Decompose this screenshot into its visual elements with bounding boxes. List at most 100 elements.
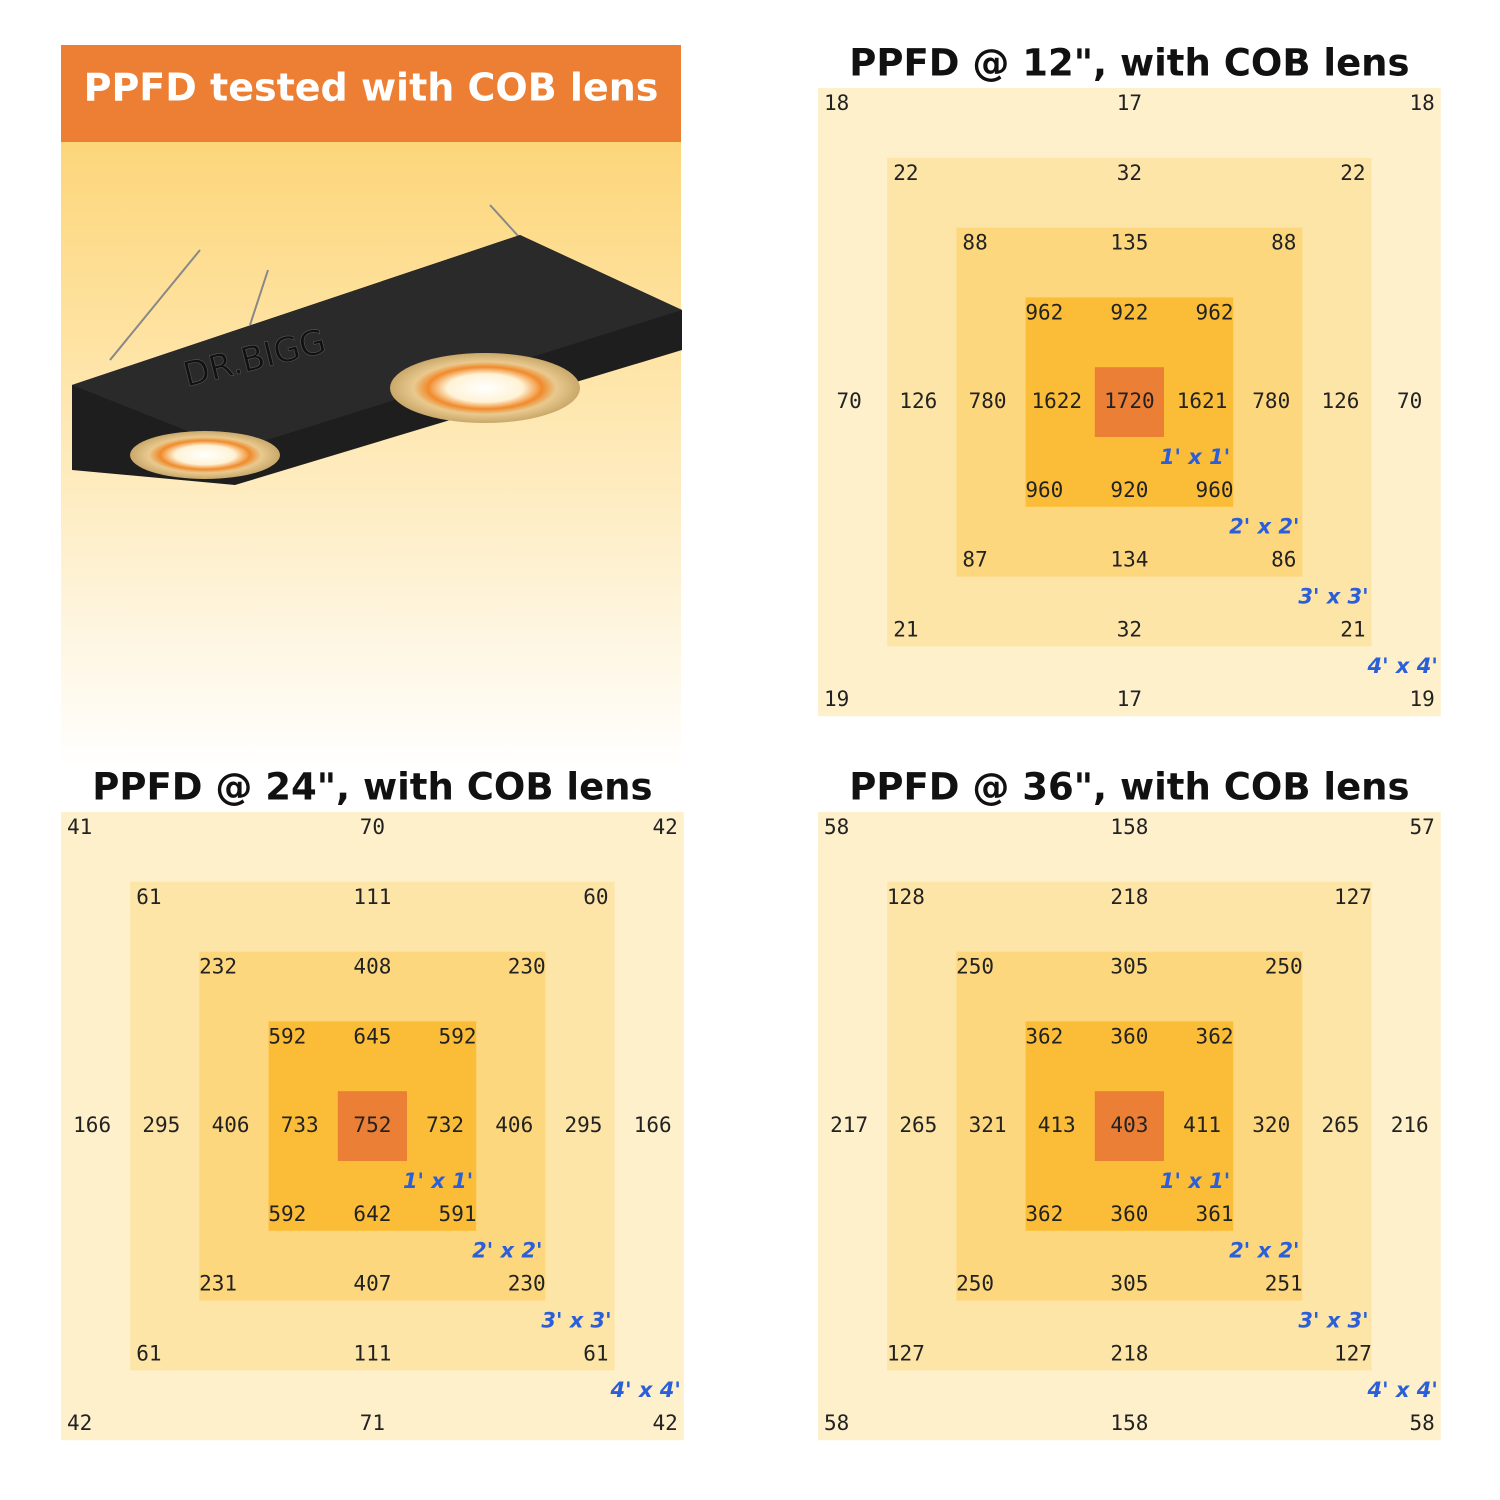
ppfd-value: 21 bbox=[893, 617, 918, 641]
ppfd-value: 71 bbox=[360, 1411, 385, 1435]
area-label: 2' x 2' bbox=[1229, 515, 1299, 539]
ppfd-value: 305 bbox=[1110, 1272, 1148, 1296]
ppfd-value: 158 bbox=[1110, 815, 1148, 839]
center-value: 403 bbox=[1110, 1113, 1148, 1137]
ppfd-value: 88 bbox=[1271, 231, 1296, 255]
ppfd-value: 58 bbox=[824, 815, 849, 839]
ppfd-value: 592 bbox=[268, 1024, 306, 1048]
ppfd-value: 406 bbox=[495, 1113, 533, 1137]
ppfd-value: 61 bbox=[136, 885, 161, 909]
ppfd-value: 127 bbox=[887, 1341, 925, 1365]
ppfd-value: 32 bbox=[1117, 617, 1142, 641]
ppfd-value: 216 bbox=[1391, 1113, 1429, 1137]
ppfd-value: 217 bbox=[830, 1113, 868, 1137]
ppfd-value: 19 bbox=[1409, 687, 1434, 711]
ppfd-value: 362 bbox=[1025, 1202, 1063, 1226]
area-label: 1' x 1' bbox=[403, 1169, 473, 1193]
center-value: 1720 bbox=[1104, 389, 1155, 413]
ppfd-value: 295 bbox=[564, 1113, 602, 1137]
ppfd-value: 265 bbox=[899, 1113, 937, 1137]
ppfd-value: 360 bbox=[1110, 1024, 1148, 1048]
ppfd-value: 360 bbox=[1110, 1202, 1148, 1226]
ppfd-value: 645 bbox=[353, 1024, 391, 1048]
ppfd-value: 127 bbox=[1334, 885, 1372, 909]
ppfd-value: 362 bbox=[1196, 1024, 1234, 1048]
ppfd-value: 922 bbox=[1110, 300, 1148, 324]
ppfd-value: 411 bbox=[1183, 1113, 1221, 1137]
ppfd-value: 407 bbox=[353, 1272, 391, 1296]
ppfd-value: 22 bbox=[893, 161, 918, 185]
product-panel: PPFD tested with COB lens DR.BIGG bbox=[61, 45, 682, 770]
ppfd-value: 406 bbox=[212, 1113, 250, 1137]
ppfd-value: 780 bbox=[1252, 389, 1290, 413]
banner-title: PPFD tested with COB lens bbox=[84, 66, 659, 110]
center-cell bbox=[1094, 1091, 1164, 1161]
ppfd-value: 320 bbox=[1252, 1113, 1290, 1137]
ppfd-value: 42 bbox=[652, 815, 677, 839]
area-label: 2' x 2' bbox=[472, 1239, 542, 1263]
grid-title: PPFD @ 36", with COB lens bbox=[849, 766, 1409, 809]
area-label: 4' x 4' bbox=[1367, 1378, 1438, 1402]
ppfd-value: 126 bbox=[899, 389, 937, 413]
ppfd-value: 250 bbox=[1265, 955, 1303, 979]
ppfd-value: 61 bbox=[136, 1341, 161, 1365]
ppfd-value: 70 bbox=[1397, 389, 1422, 413]
ppfd-value: 135 bbox=[1110, 231, 1148, 255]
ppfd-value: 780 bbox=[969, 389, 1007, 413]
ppfd-value: 111 bbox=[353, 885, 391, 909]
ppfd-value: 70 bbox=[836, 389, 861, 413]
ppfd-value: 362 bbox=[1025, 1024, 1063, 1048]
ppfd-value: 111 bbox=[353, 1341, 391, 1365]
ppfd-value: 32 bbox=[1117, 161, 1142, 185]
ppfd-value: 166 bbox=[634, 1113, 672, 1137]
area-label: 3' x 3' bbox=[541, 1308, 611, 1332]
ppfd-value: 86 bbox=[1271, 548, 1296, 572]
area-label: 1' x 1' bbox=[1160, 1169, 1230, 1193]
ppfd-value: 42 bbox=[652, 1411, 677, 1435]
ppfd-value: 642 bbox=[353, 1202, 391, 1226]
ppfd-value: 962 bbox=[1025, 300, 1063, 324]
ppfd-value: 230 bbox=[508, 1272, 546, 1296]
ppfd-value: 60 bbox=[583, 885, 608, 909]
ppfd-value: 232 bbox=[199, 955, 237, 979]
grid-title: PPFD @ 12", with COB lens bbox=[849, 42, 1409, 85]
ppfd-value: 295 bbox=[142, 1113, 180, 1137]
area-label: 4' x 4' bbox=[610, 1378, 681, 1402]
ppfd-value: 1622 bbox=[1031, 389, 1082, 413]
ppfd-value: 250 bbox=[956, 1272, 994, 1296]
center-cell bbox=[1094, 367, 1164, 437]
ppfd-value: 128 bbox=[887, 885, 925, 909]
ppfd-value: 361 bbox=[1196, 1202, 1234, 1226]
area-label: 3' x 3' bbox=[1298, 1308, 1368, 1332]
ppfd-value: 265 bbox=[1321, 1113, 1359, 1137]
ppfd-value: 58 bbox=[1409, 1411, 1434, 1435]
ppfd-value: 1621 bbox=[1177, 389, 1228, 413]
ppfd-value: 57 bbox=[1409, 815, 1434, 839]
ppfd-value: 21 bbox=[1340, 617, 1365, 641]
ppfd-value: 61 bbox=[583, 1341, 608, 1365]
ppfd-value: 134 bbox=[1110, 548, 1148, 572]
ppfd-value: 127 bbox=[1334, 1341, 1372, 1365]
ppfd-value: 305 bbox=[1110, 955, 1148, 979]
ppfd-value: 58 bbox=[824, 1411, 849, 1435]
area-label: 1' x 1' bbox=[1160, 445, 1230, 469]
ppfd-value: 166 bbox=[73, 1113, 111, 1137]
area-label: 2' x 2' bbox=[1229, 1239, 1299, 1263]
ppfd-value: 158 bbox=[1110, 1411, 1148, 1435]
ppfd-value: 70 bbox=[360, 815, 385, 839]
ppfd-value: 42 bbox=[67, 1411, 92, 1435]
ppfd-value: 41 bbox=[67, 815, 92, 839]
ppfd-value: 413 bbox=[1038, 1113, 1076, 1137]
ppfd-value: 19 bbox=[824, 687, 849, 711]
ppfd-value: 87 bbox=[962, 548, 987, 572]
ppfd-value: 732 bbox=[426, 1113, 464, 1137]
center-value: 752 bbox=[353, 1113, 391, 1137]
ppfd-value: 960 bbox=[1025, 478, 1063, 502]
ppfd-value: 218 bbox=[1110, 885, 1148, 909]
ppfd-value: 592 bbox=[439, 1024, 477, 1048]
ppfd-value: 250 bbox=[956, 955, 994, 979]
ppfd-value: 126 bbox=[1321, 389, 1359, 413]
ppfd-value: 960 bbox=[1196, 478, 1234, 502]
ppfd-value: 408 bbox=[353, 955, 391, 979]
